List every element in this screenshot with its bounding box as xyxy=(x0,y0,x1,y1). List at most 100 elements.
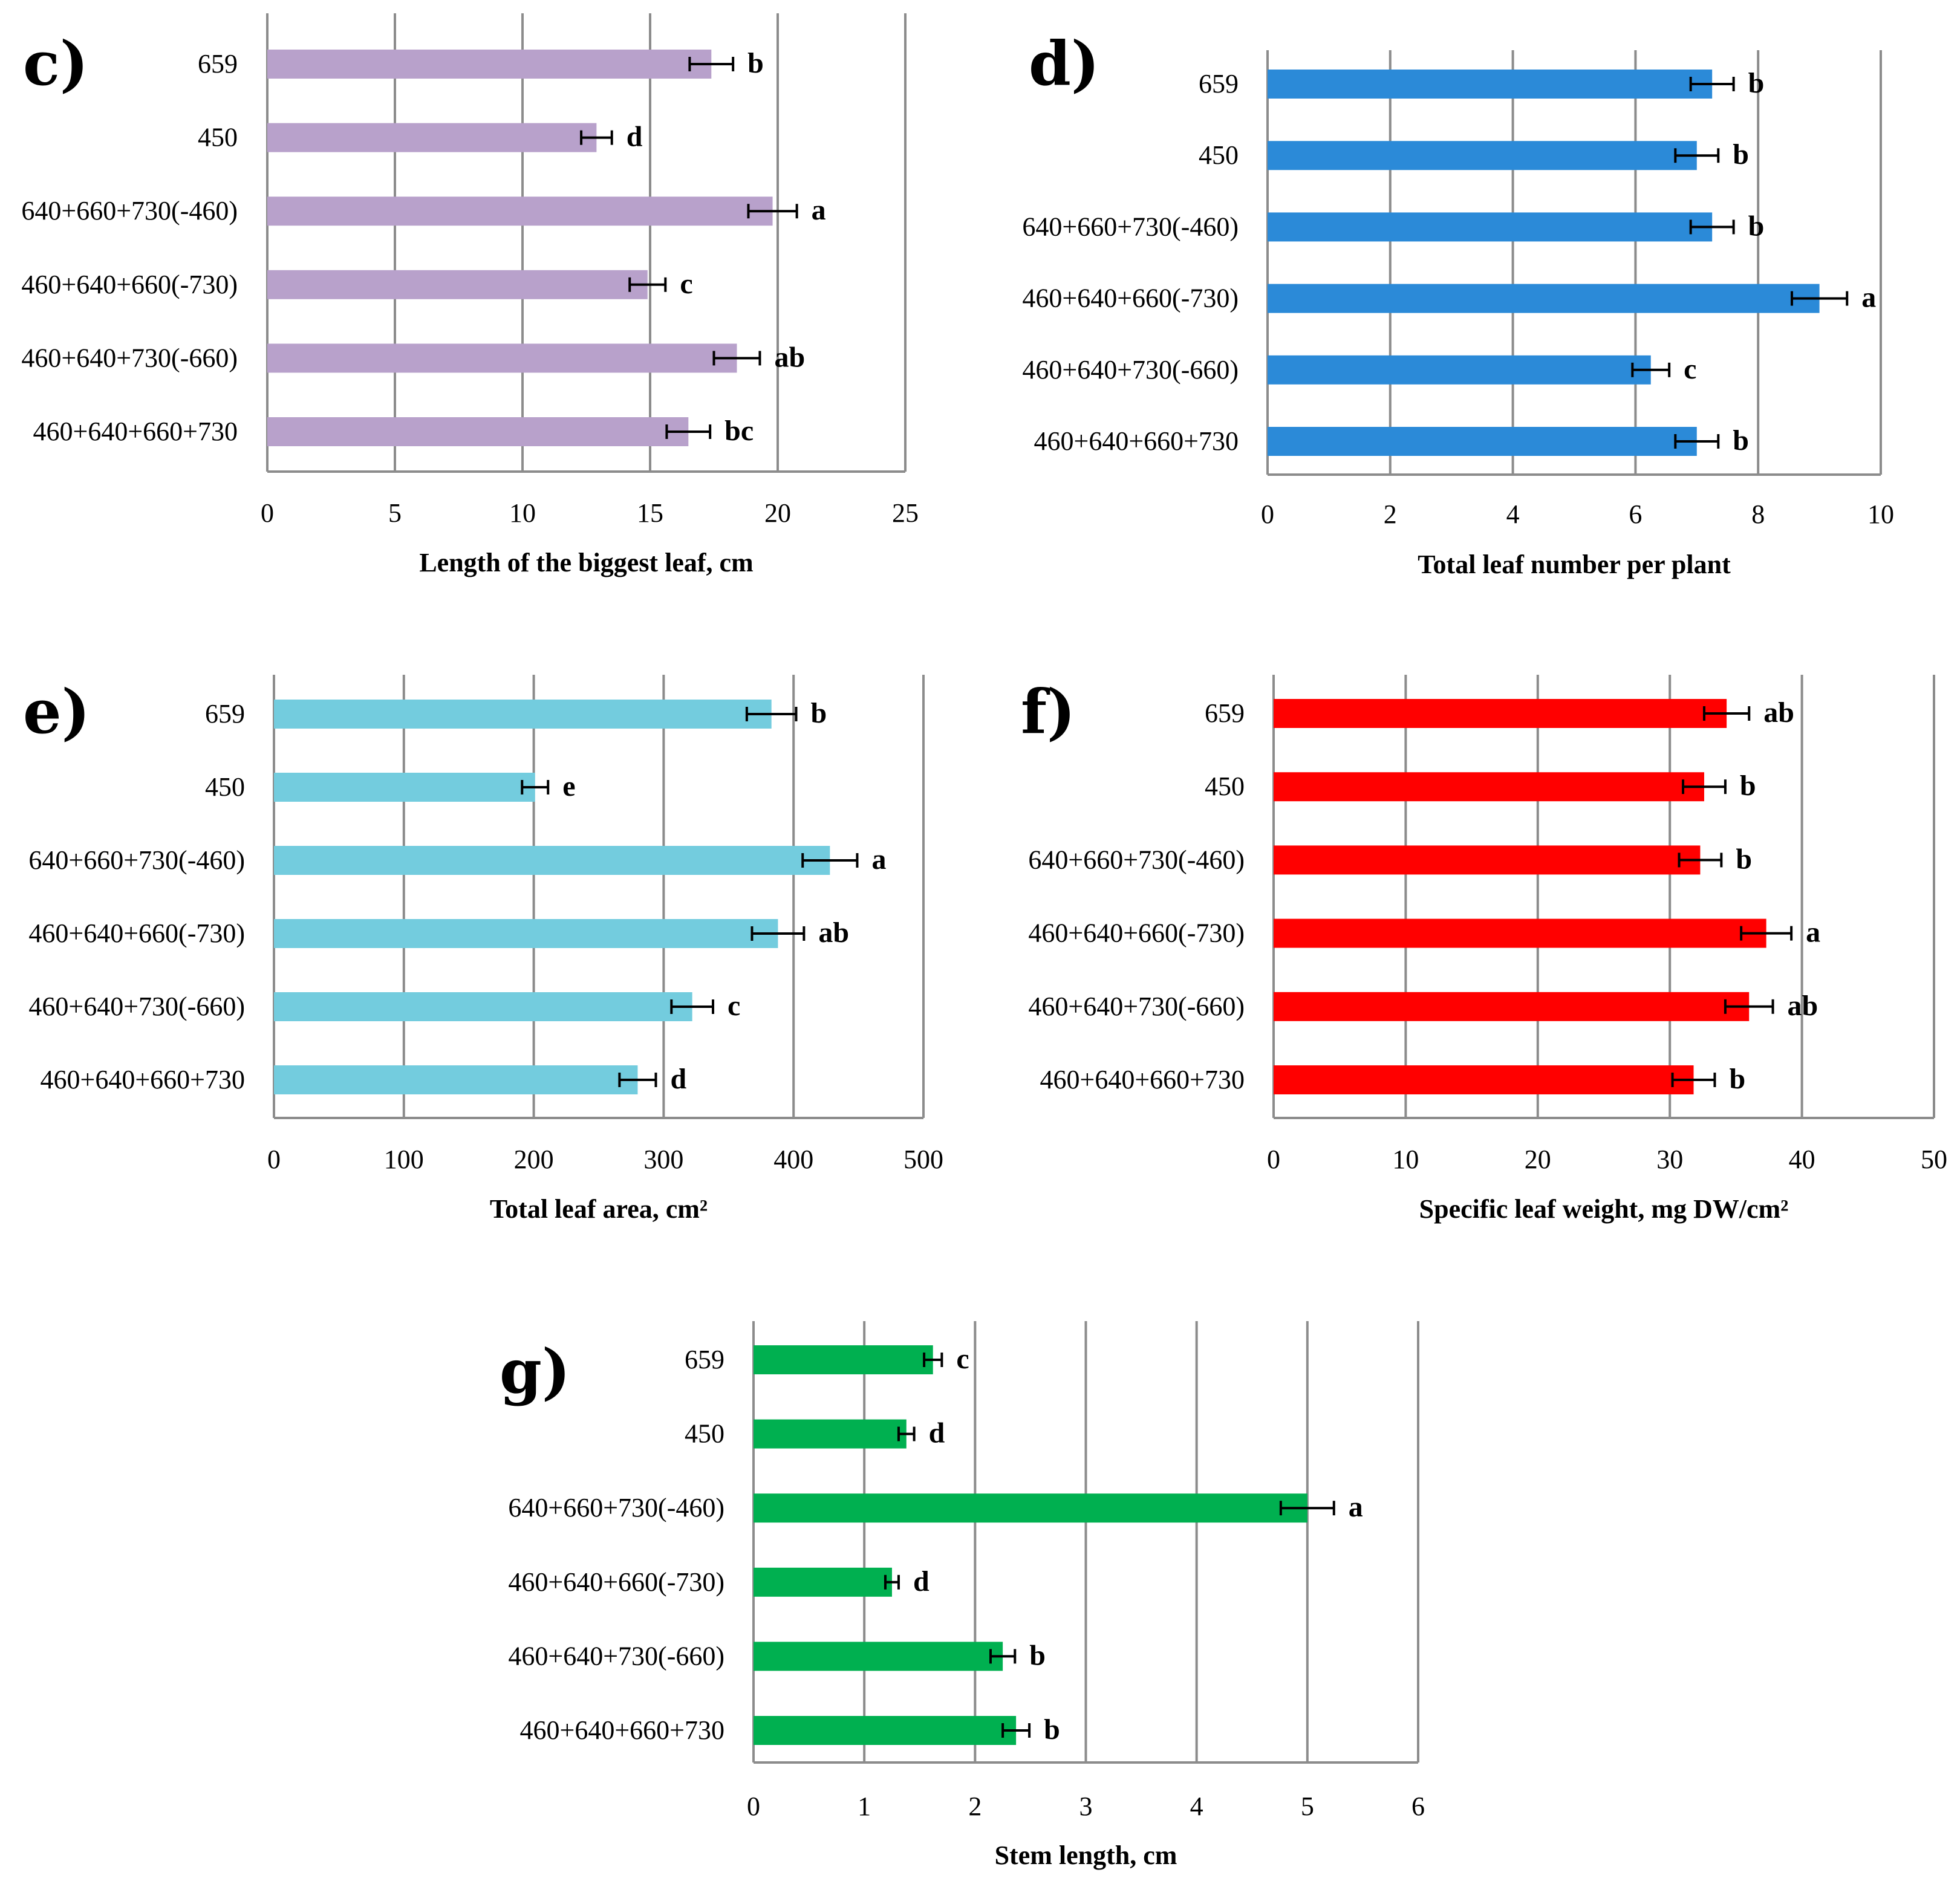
x-tick-label: 10 xyxy=(1867,499,1894,529)
x-axis-title: Total leaf number per plant xyxy=(1418,550,1731,579)
category-label: 460+640+660(-730) xyxy=(28,918,245,948)
significance-label: b xyxy=(810,697,827,729)
category-label: 450 xyxy=(1205,772,1245,801)
bar xyxy=(1268,427,1697,456)
bar xyxy=(267,123,597,152)
panel-label: g) xyxy=(500,1336,570,1407)
significance-label: b xyxy=(1029,1639,1046,1671)
x-axis-title: Length of the biggest leaf, cm xyxy=(419,548,753,577)
significance-label: d xyxy=(671,1063,687,1095)
significance-label: b xyxy=(747,47,764,79)
category-label: 460+640+660(-730) xyxy=(1022,284,1239,313)
bar xyxy=(274,1065,638,1094)
bar xyxy=(274,992,692,1021)
significance-label: a xyxy=(1349,1491,1363,1523)
category-label: 460+640+660(-730) xyxy=(508,1567,724,1597)
bar xyxy=(267,270,648,299)
x-tick-label: 4 xyxy=(1190,1792,1203,1821)
x-tick-label: 2 xyxy=(1384,499,1397,529)
significance-label: b xyxy=(1748,67,1765,99)
category-label: 640+660+730(-460) xyxy=(21,196,238,226)
significance-label: b xyxy=(1733,138,1749,171)
x-tick-label: 20 xyxy=(764,498,791,528)
bar xyxy=(754,1493,1307,1523)
x-tick-label: 0 xyxy=(261,498,274,528)
x-tick-label: 0 xyxy=(1261,499,1274,529)
x-tick-label: 3 xyxy=(1079,1792,1093,1821)
category-label: 659 xyxy=(685,1345,724,1374)
category-label: 640+660+730(-460) xyxy=(508,1493,724,1522)
significance-label: b xyxy=(1733,424,1749,456)
category-label: 640+660+730(-460) xyxy=(1022,212,1239,241)
x-tick-label: 20 xyxy=(1525,1145,1551,1174)
category-label: 460+640+660+730 xyxy=(1034,426,1239,456)
significance-label: ab xyxy=(1788,990,1818,1022)
bar xyxy=(1268,284,1820,313)
significance-label: ab xyxy=(818,917,849,949)
significance-label: ab xyxy=(774,341,805,373)
x-tick-label: 1 xyxy=(858,1792,871,1821)
category-label: 460+640+660+730 xyxy=(520,1715,724,1745)
panel-label: e) xyxy=(23,676,90,747)
category-label: 460+640+660(-730) xyxy=(1028,918,1245,948)
x-tick-label: 30 xyxy=(1656,1145,1683,1174)
x-tick-label: 6 xyxy=(1629,499,1642,529)
category-label: 640+660+730(-460) xyxy=(1028,845,1245,874)
panel-label: d) xyxy=(1029,28,1099,99)
category-label: 659 xyxy=(1205,698,1245,728)
significance-label: b xyxy=(1044,1714,1060,1746)
x-tick-label: 100 xyxy=(384,1145,424,1174)
category-label: 450 xyxy=(1199,140,1239,170)
x-tick-label: 500 xyxy=(903,1145,943,1174)
significance-label: d xyxy=(627,121,643,153)
x-tick-label: 8 xyxy=(1751,499,1765,529)
bar xyxy=(1274,772,1704,802)
significance-label: e xyxy=(562,770,575,802)
bar xyxy=(1268,212,1713,242)
category-label: 460+640+730(-660) xyxy=(28,992,245,1021)
category-label: 460+640+730(-660) xyxy=(1022,355,1239,385)
significance-label: b xyxy=(1736,843,1752,875)
significance-label: b xyxy=(1740,770,1756,802)
bar xyxy=(274,919,778,948)
category-label: 640+660+730(-460) xyxy=(28,845,245,875)
x-tick-label: 10 xyxy=(1392,1145,1419,1174)
bar xyxy=(274,700,772,729)
bar xyxy=(274,846,830,875)
bar xyxy=(1274,918,1766,948)
x-tick-label: 4 xyxy=(1506,499,1520,529)
significance-label: c xyxy=(680,268,692,300)
panel-label: c) xyxy=(23,28,88,99)
x-tick-label: 5 xyxy=(388,498,402,528)
significance-label: c xyxy=(728,990,740,1022)
significance-label: c xyxy=(1684,353,1696,385)
significance-label: bc xyxy=(724,415,754,447)
x-tick-label: 10 xyxy=(509,498,536,528)
category-label: 450 xyxy=(685,1419,724,1449)
panel-label: f) xyxy=(1021,676,1075,747)
bar xyxy=(754,1567,892,1597)
significance-label: ab xyxy=(1763,697,1794,729)
bar xyxy=(267,50,712,79)
x-axis-title: Stem length, cm xyxy=(995,1840,1177,1870)
significance-label: d xyxy=(913,1565,930,1597)
x-tick-label: 0 xyxy=(267,1145,281,1174)
significance-label: b xyxy=(1729,1063,1745,1095)
category-label: 450 xyxy=(205,772,245,802)
category-label: 460+640+730(-660) xyxy=(1028,992,1245,1021)
x-tick-label: 0 xyxy=(747,1792,760,1821)
bar xyxy=(1268,141,1697,171)
bar xyxy=(274,773,535,802)
category-label: 460+640+660+730 xyxy=(41,1065,245,1094)
bar xyxy=(267,343,737,373)
bar xyxy=(1268,355,1651,385)
category-label: 460+640+660(-730) xyxy=(21,270,238,299)
bar xyxy=(754,1642,1003,1671)
significance-label: c xyxy=(956,1343,969,1375)
x-tick-label: 50 xyxy=(1921,1145,1947,1174)
category-label: 659 xyxy=(1199,69,1239,99)
bar xyxy=(1268,70,1713,99)
x-tick-label: 400 xyxy=(773,1145,813,1174)
category-label: 659 xyxy=(198,49,238,79)
x-tick-label: 6 xyxy=(1411,1792,1425,1821)
